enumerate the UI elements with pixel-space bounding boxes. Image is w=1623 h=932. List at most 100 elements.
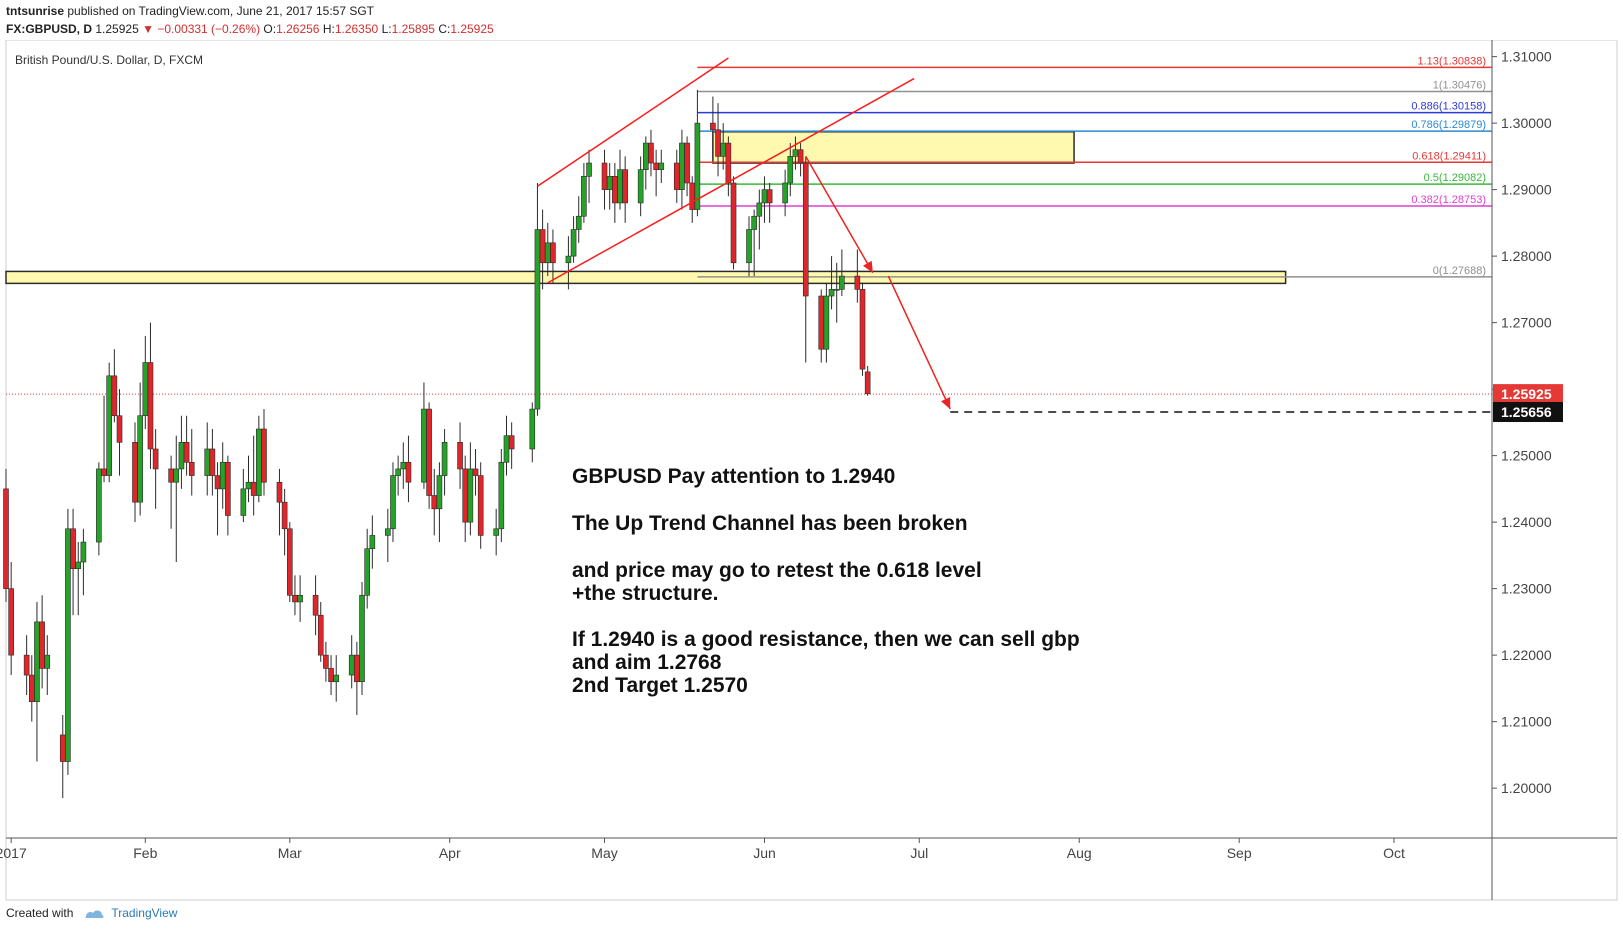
- high-label: H:: [322, 22, 335, 36]
- candle: [606, 163, 613, 210]
- candle-body: [472, 468, 479, 476]
- candle-body: [152, 448, 159, 470]
- open-label: O:: [263, 22, 277, 36]
- candle: [477, 462, 484, 549]
- candle: [457, 422, 463, 489]
- down-arrow-icon: ▼: [142, 22, 154, 36]
- symbol-label: FX:GBPUSD, D: [6, 22, 93, 36]
- candle-body: [240, 488, 247, 516]
- candle: [116, 389, 123, 476]
- candle-body: [637, 169, 644, 204]
- annotation-text: GBPUSD Pay attention to 1.2940 The Up Tre…: [572, 465, 1080, 697]
- candle-body: [756, 202, 763, 217]
- candle: [581, 163, 587, 223]
- candle: [828, 256, 835, 310]
- ohlc-bar: FX:GBPUSD, D 1.25925 ▼ −0.00331 (−0.26%)…: [6, 22, 494, 36]
- candle: [359, 581, 365, 696]
- chart-title: British Pound/U.S. Dollar, D, FXCM: [15, 53, 203, 67]
- candle: [839, 249, 845, 297]
- x-tick-label: Oct: [1383, 845, 1405, 861]
- candle: [436, 462, 443, 543]
- candle-body: [684, 142, 690, 184]
- y-tick-label: 1.22000: [1501, 647, 1552, 663]
- x-tick-label: 2017: [0, 845, 27, 861]
- candle-body: [457, 442, 463, 470]
- price-chart[interactable]: British Pound/U.S. Dollar, D, FXCM 1.13(…: [0, 40, 1623, 908]
- forecast-arrow-1: [887, 275, 951, 410]
- candle-body: [648, 142, 654, 164]
- annotation-line-6: 2nd Target 1.2570: [572, 674, 748, 697]
- candle: [323, 641, 329, 682]
- candle-body: [28, 674, 35, 702]
- candle-body: [390, 475, 396, 530]
- candle-body: [132, 442, 138, 503]
- candle-body: [797, 149, 804, 164]
- arrow-head-1: [941, 396, 951, 410]
- candle-body: [75, 561, 82, 569]
- candle: [28, 655, 35, 722]
- tradingview-link[interactable]: TradingView: [111, 906, 178, 920]
- candle-body: [364, 548, 370, 596]
- x-tick-label: Feb: [133, 845, 157, 861]
- candle-body: [653, 162, 659, 170]
- candle: [761, 176, 768, 223]
- candle: [689, 176, 696, 223]
- candle: [59, 714, 66, 799]
- candle-body: [225, 461, 231, 516]
- price-label-1: 1.25656: [1501, 404, 1552, 420]
- candle: [612, 163, 618, 223]
- candle: [854, 249, 861, 303]
- candle-body: [261, 428, 267, 483]
- candle: [534, 182, 541, 416]
- candle-body: [792, 149, 799, 157]
- candle: [617, 149, 623, 210]
- candle-body: [725, 142, 732, 184]
- candle: [261, 409, 267, 496]
- candle: [101, 395, 107, 483]
- candle-body: [720, 142, 727, 157]
- candle-body: [39, 621, 45, 669]
- candle: [395, 455, 401, 496]
- candle-body: [544, 242, 551, 264]
- candle-body: [581, 176, 587, 217]
- candle: [400, 442, 407, 489]
- candle: [431, 468, 438, 536]
- candle: [782, 169, 788, 217]
- close-value: 1.25925: [450, 22, 494, 36]
- candle-body: [601, 162, 608, 190]
- candle-body: [606, 176, 613, 190]
- y-tick-label: 1.25000: [1501, 448, 1552, 464]
- y-tick-label: 1.29000: [1501, 182, 1552, 198]
- candle: [658, 149, 665, 183]
- candle: [369, 515, 376, 569]
- candle-body: [612, 176, 618, 204]
- candle-body: [250, 481, 257, 496]
- candle-body: [823, 295, 830, 350]
- candle: [859, 282, 866, 376]
- candle-body: [214, 475, 221, 490]
- candle: [34, 601, 40, 762]
- x-tick-label: Sep: [1227, 845, 1252, 861]
- candle: [348, 635, 355, 689]
- candle-body: [575, 215, 582, 230]
- candle: [354, 641, 360, 715]
- y-tick-label: 1.21000: [1501, 714, 1552, 730]
- candle-body: [828, 289, 835, 297]
- candle: [204, 422, 211, 496]
- author-name[interactable]: tntsunrise: [6, 4, 65, 18]
- candle: [80, 528, 87, 596]
- annotation-line-1: The Up Trend Channel has been broken: [572, 512, 968, 535]
- candle: [575, 196, 582, 243]
- candle-body: [818, 295, 825, 350]
- candle-body: [3, 488, 9, 589]
- fib-label-0: 1.13(1.30838): [1418, 55, 1487, 67]
- candle-body: [539, 229, 546, 264]
- candle: [472, 448, 479, 496]
- annotation-line-5: and aim 1.2768: [572, 651, 722, 674]
- created-with-text: Created with: [6, 906, 74, 920]
- candle: [44, 635, 51, 696]
- candle: [508, 422, 515, 469]
- candle: [96, 462, 102, 556]
- candle-body: [565, 255, 572, 264]
- fib-label-5: 0.5(1.29082): [1424, 172, 1486, 184]
